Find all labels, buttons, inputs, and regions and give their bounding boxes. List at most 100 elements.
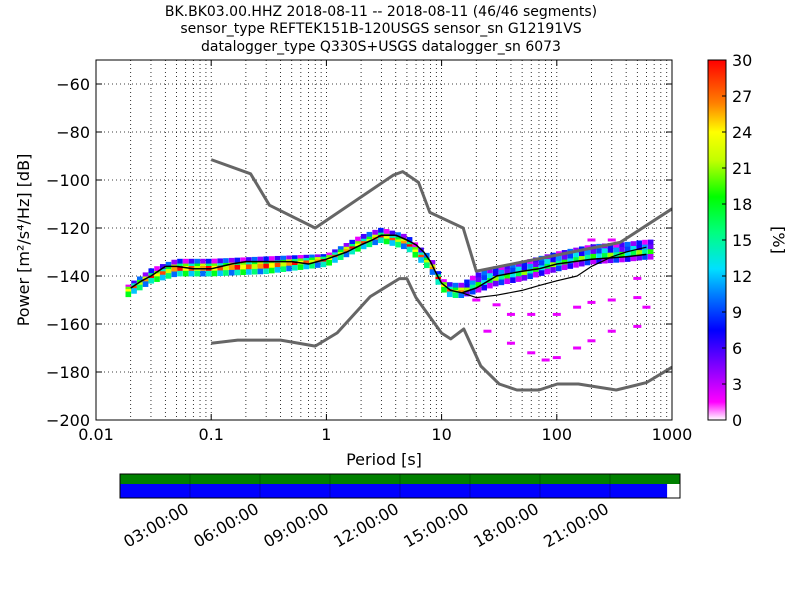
colorbar-tick-label: 18: [732, 195, 752, 214]
density-cell: [131, 288, 137, 294]
density-cell: [619, 247, 625, 253]
density-cell: [469, 288, 476, 295]
density-cell: [441, 286, 447, 293]
density-cell: [154, 276, 160, 282]
density-cell: [148, 277, 155, 284]
density-cell: [401, 243, 407, 250]
outlier-cell: [633, 296, 642, 300]
density-cell: [257, 268, 264, 275]
density-cell: [200, 270, 206, 277]
outlier-cell: [541, 358, 550, 362]
density-cell: [349, 239, 355, 246]
density-cell: [435, 279, 442, 285]
percentile-curve: [461, 246, 647, 299]
outlier-cell: [607, 238, 616, 242]
density-cell: [269, 263, 275, 269]
density-cell: [349, 248, 355, 255]
density-cell: [475, 277, 482, 283]
density-cell: [177, 270, 183, 277]
density-cell: [647, 239, 654, 246]
outlier-cell: [607, 329, 616, 333]
density-cell: [297, 264, 304, 270]
density-cell: [309, 254, 315, 261]
density-cell: [538, 270, 545, 276]
outlier-cell: [642, 305, 651, 309]
density-cell: [573, 262, 579, 268]
density-cell: [527, 273, 533, 280]
density-cell: [246, 257, 252, 263]
density-cell: [584, 254, 591, 261]
density-cell: [291, 265, 298, 271]
density-cell: [429, 260, 436, 266]
density-cell: [182, 258, 189, 265]
data-coverage-timeline: 03:00:0006:00:0009:00:0012:00:0015:00:00…: [119, 473, 681, 551]
density-cell: [177, 258, 183, 265]
density-cell: [303, 263, 310, 270]
timeline-tick-label: 03:00:00: [120, 499, 192, 551]
density-cell: [286, 261, 292, 268]
timeline-tick-label: 15:00:00: [400, 499, 472, 551]
density-cell: [584, 259, 591, 266]
density-cell: [607, 243, 614, 249]
density-cell: [423, 262, 430, 269]
density-cell: [510, 267, 516, 274]
outlier-cell: [483, 329, 492, 333]
density-cell: [647, 244, 654, 250]
density-cell: [251, 256, 258, 263]
x-tick-label: 10: [431, 425, 451, 444]
y-tick-label: −60: [56, 75, 90, 94]
density-cell: [355, 246, 361, 252]
density-cell: [573, 257, 579, 263]
outlier-cell: [573, 346, 582, 350]
x-tick-label: 0.01: [78, 425, 114, 444]
density-cell: [647, 254, 654, 260]
density-cell: [533, 262, 539, 268]
x-tick-label: 1000: [652, 425, 693, 444]
density-cell: [578, 251, 585, 257]
density-cell: [372, 239, 378, 246]
density-cell: [469, 284, 476, 291]
density-cell: [309, 262, 315, 269]
density-cell: [619, 251, 625, 258]
density-cell: [492, 271, 499, 277]
density-cell: [642, 239, 648, 246]
outlier-cell: [633, 276, 642, 280]
density-cell: [142, 272, 149, 278]
density-cell: [630, 250, 637, 257]
colorbar-ticks: 0 3 6 9 12 15 18 21 24 27 30: [722, 51, 752, 430]
y-tick-label: −100: [46, 171, 90, 190]
outlier-cell: [587, 339, 596, 343]
density-cell: [194, 270, 200, 277]
mode-curve: [130, 234, 647, 294]
density-cell: [498, 279, 505, 286]
colorbar-tick-label: 30: [732, 51, 752, 70]
density-cell: [159, 274, 166, 281]
density-cell: [504, 264, 510, 270]
density-cell: [177, 266, 183, 272]
colorbar-tick-label: 21: [732, 159, 752, 178]
density-cell: [527, 268, 533, 275]
density-cell: [314, 262, 321, 268]
outlier-cell: [552, 356, 561, 360]
density-cell: [223, 258, 229, 264]
density-cell: [171, 266, 178, 273]
density-cell: [458, 292, 465, 298]
density-cell: [246, 269, 252, 275]
density-cell: [217, 270, 223, 277]
density-cell: [389, 230, 396, 237]
density-cell: [159, 271, 166, 277]
y-tick-label: −160: [46, 315, 90, 334]
density-cell: [360, 243, 367, 250]
density-cell: [217, 265, 223, 272]
density-cell: [504, 273, 510, 280]
density-cell: [429, 269, 436, 275]
density-cell: [171, 271, 178, 278]
density-cell: [544, 268, 551, 275]
outlier-cell: [607, 298, 616, 302]
density-cell: [613, 247, 620, 254]
density-cell: [228, 257, 235, 264]
density-cell: [556, 265, 562, 272]
density-cell: [647, 249, 654, 255]
density-cell: [154, 273, 160, 280]
